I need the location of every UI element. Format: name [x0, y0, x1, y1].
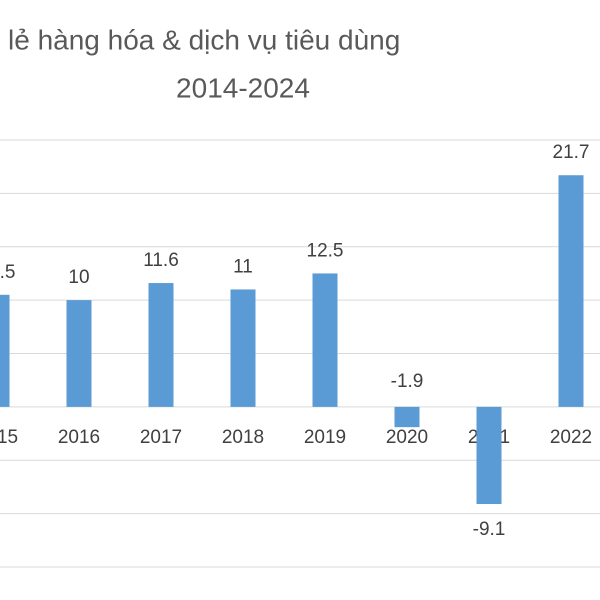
chart-title: lẻ hàng hóa & dịch vụ tiêu dùng [8, 24, 400, 55]
data-label: 10 [68, 267, 89, 288]
x-tick-label: 2019 [304, 427, 346, 448]
bar [394, 406, 420, 428]
x-tick-label: 2018 [222, 427, 264, 448]
bar [66, 300, 92, 407]
x-tick-label: 2020 [386, 427, 428, 448]
data-label: -1.9 [391, 371, 424, 392]
x-tick-label: 2022 [550, 427, 592, 448]
x-tick-label: 2017 [140, 427, 182, 448]
data-label: 21.7 [553, 142, 590, 163]
data-label: 11 [233, 256, 253, 277]
x-tick-label: 2016 [58, 427, 100, 448]
bar [476, 406, 502, 505]
data-label: 11.6 [143, 250, 179, 271]
bar [148, 283, 174, 407]
bar [230, 289, 256, 407]
data-label: 10.5 [0, 262, 15, 283]
bar [558, 175, 584, 407]
data-label: -9.1 [473, 519, 506, 540]
x-tick-label: 2015 [0, 427, 18, 448]
chart-subtitle: 2014-2024 [176, 72, 310, 103]
data-label: 12.5 [307, 240, 344, 261]
bar [0, 294, 10, 407]
bar [312, 273, 338, 407]
